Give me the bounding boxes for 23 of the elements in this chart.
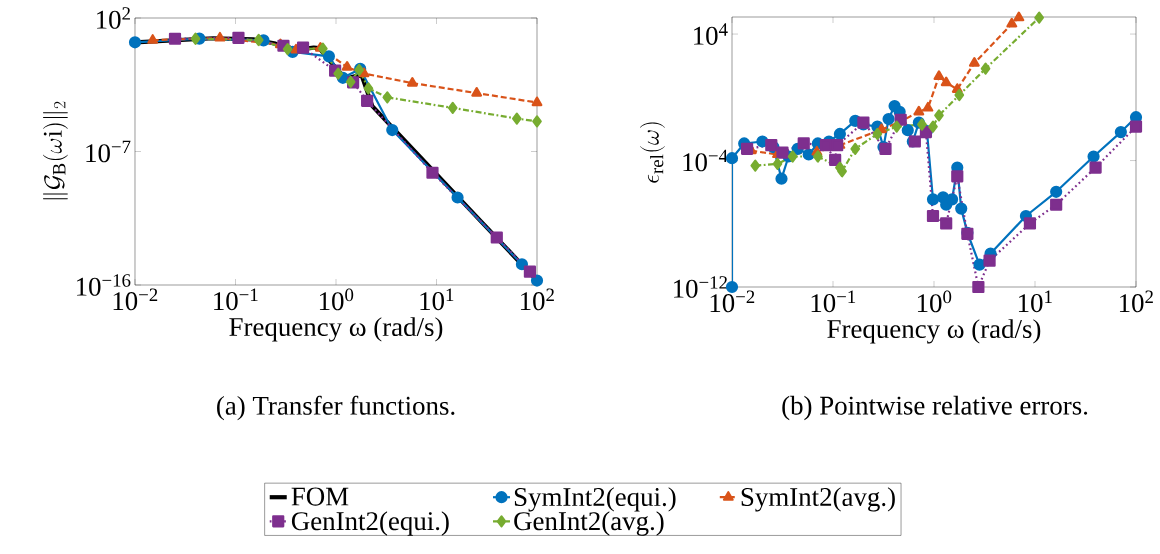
legend-label: FOM (291, 487, 349, 506)
y-axis-title: $\|\mathcal{G}_{\mathrm{B}}(\omega \mathrm{i})\|_{2}$ (43, 101, 68, 200)
x-axis-title: Frequency ω (rad/s) (827, 319, 1041, 344)
x-tick-label: 10$^{2}$ (520, 288, 554, 311)
x-axis-title: Frequency ω (rad/s) (229, 317, 443, 342)
y-tick-label: 10$^{2}$ (97, 7, 130, 29)
x-tick-label: 10$^{2}$ (1119, 290, 1153, 313)
legend-label: GenInt2(equi.) (291, 511, 449, 536)
x-tick-label: 10$^{0}$ (319, 288, 354, 311)
x-tick-label: 10$^{1}$ (420, 288, 454, 311)
y-tick-label: 10$^{−7}$ (86, 140, 131, 163)
x-tick-label: 10$^{−1}$ (214, 288, 258, 311)
y-tick-label: 10$^{−4}$ (683, 149, 728, 172)
x-tick-label: 10$^{1}$ (1018, 290, 1052, 313)
y-axis-title: $\epsilon_{\mathrm{rel}}(\omega)$ (640, 122, 665, 183)
x-tick-label: 10$^{0}$ (917, 290, 952, 313)
legend-label: SymInt2(avg.) (741, 487, 895, 512)
y-tick-label: 10$^{4}$ (694, 23, 728, 45)
x-tick-label: 10$^{−1}$ (811, 290, 856, 313)
text: (b) Pointwise relative errors. (782, 395, 1088, 421)
legend-label: GenInt2(avg.) (514, 511, 664, 536)
text: (a) Transfer functions. (217, 395, 455, 421)
legend-label: SymInt2(equi.) (514, 487, 676, 512)
